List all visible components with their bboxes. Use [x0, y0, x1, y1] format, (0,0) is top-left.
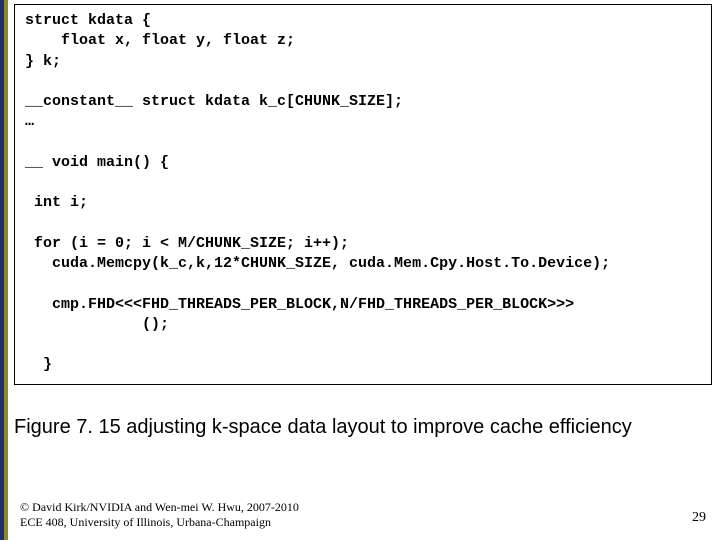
footer-line-1: © David Kirk/NVIDIA and Wen-mei W. Hwu, … [20, 500, 299, 515]
code-line: cuda.Memcpy(k_c,k,12*CHUNK_SIZE, cuda.Me… [25, 255, 610, 272]
code-line: } [25, 356, 52, 373]
code-line: (); [25, 316, 169, 333]
code-line: struct kdata { [25, 12, 151, 29]
code-line: float x, float y, float z; [25, 32, 295, 49]
code-line: cmp.FHD<<<FHD_THREADS_PER_BLOCK,N/FHD_TH… [25, 296, 574, 313]
page-number: 29 [692, 510, 706, 526]
code-line: for (i = 0; i < M/CHUNK_SIZE; i++); [25, 235, 349, 252]
code-line: __constant__ struct kdata k_c[CHUNK_SIZE… [25, 93, 403, 110]
code-line: … [25, 113, 34, 130]
code-line: __ void main() { [25, 154, 169, 171]
copyright-footer: © David Kirk/NVIDIA and Wen-mei W. Hwu, … [20, 500, 299, 530]
footer-line-2: ECE 408, University of Illinois, Urbana-… [20, 515, 299, 530]
figure-caption: Figure 7. 15 adjusting k-space data layo… [14, 416, 632, 439]
sidebar-stripe-olive [4, 0, 8, 540]
code-listing-box: struct kdata { float x, float y, float z… [14, 4, 712, 385]
slide-sidebar [0, 0, 8, 540]
code-line: } k; [25, 53, 61, 70]
code-line: int i; [25, 194, 88, 211]
